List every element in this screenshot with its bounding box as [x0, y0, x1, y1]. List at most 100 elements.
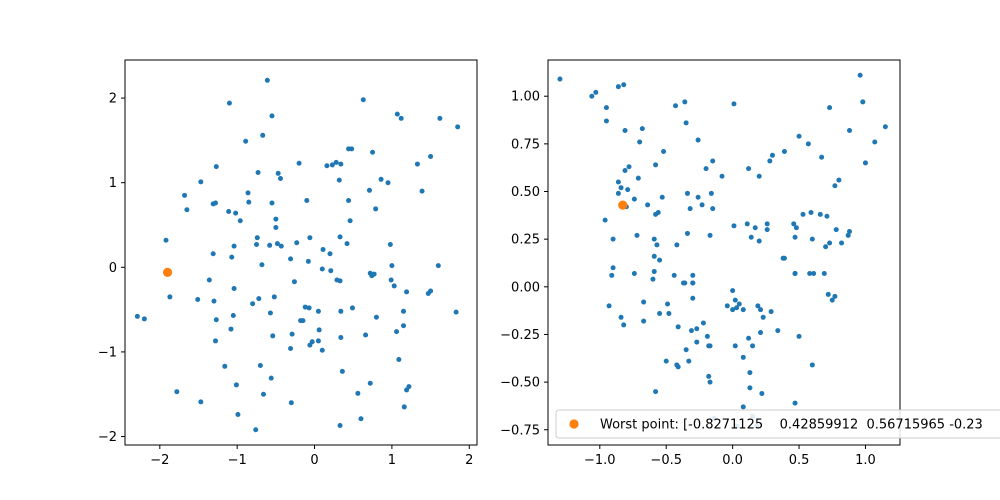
- scatter-point: [455, 124, 461, 130]
- scatter-point: [635, 175, 641, 181]
- left-x-axis-ticks: −2 −1 0 1 2: [150, 445, 473, 468]
- scatter-point: [827, 105, 833, 111]
- scatter-point: [637, 139, 643, 145]
- scatter-point: [245, 190, 251, 196]
- scatter-point: [228, 326, 234, 332]
- scatter-point: [673, 103, 679, 109]
- scatter-point: [824, 213, 830, 219]
- legend-label-worst-point: Worst point: [-0.8271125 0.42859912 0.56…: [600, 418, 983, 433]
- scatter-point: [651, 236, 657, 242]
- scatter-point: [796, 333, 802, 339]
- scatter-point: [316, 327, 322, 333]
- scatter-point: [229, 254, 235, 260]
- scatter-point: [347, 218, 353, 224]
- scatter-point: [389, 263, 395, 269]
- scatter-point: [768, 309, 774, 315]
- scatter-point: [706, 373, 712, 379]
- scatter-point: [622, 168, 628, 174]
- scatter-point: [603, 105, 609, 111]
- scatter-point: [675, 324, 681, 330]
- scatter-point: [328, 268, 334, 274]
- scatter-point: [259, 262, 265, 268]
- scatter-point: [872, 139, 878, 145]
- scatter-point: [836, 177, 842, 183]
- scatter-point: [703, 166, 709, 172]
- scatter-point: [650, 276, 656, 282]
- scatter-point: [659, 194, 665, 200]
- scatter-point: [639, 126, 645, 132]
- scatter-point: [319, 347, 325, 353]
- scatter-point: [349, 146, 355, 152]
- scatter-point: [275, 170, 281, 176]
- scatter-point: [184, 207, 190, 213]
- scatter-point: [134, 313, 140, 319]
- scatter-point: [367, 380, 373, 386]
- scatter-point: [752, 225, 758, 231]
- scatter-point: [694, 339, 700, 345]
- scatter-point: [163, 237, 169, 243]
- scatter-point: [250, 301, 256, 307]
- scatter-point: [235, 412, 241, 418]
- scatter-point: [626, 164, 632, 170]
- scatter-point: [210, 251, 216, 257]
- scatter-point: [618, 185, 624, 191]
- scatter-point: [641, 299, 647, 305]
- scatter-point: [260, 391, 266, 397]
- scatter-point: [233, 210, 239, 216]
- scatter-point: [231, 243, 237, 249]
- scatter-point: [634, 232, 640, 238]
- scatter-point: [724, 303, 730, 309]
- scatter-point: [260, 132, 266, 138]
- scatter-point: [663, 358, 669, 364]
- scatter-point: [764, 227, 770, 233]
- scatter-point: [625, 187, 631, 193]
- y-tick-label: 2: [109, 92, 117, 107]
- scatter-point: [302, 304, 308, 310]
- scatter-point: [746, 166, 752, 172]
- scatter-point: [307, 342, 313, 348]
- scatter-point: [661, 148, 667, 154]
- y-tick-label: 0.25: [511, 233, 540, 248]
- right-y-axis-ticks: −0.75 −0.50 −0.25 0.00 0.25 0.50 0.75 1.00: [500, 90, 548, 438]
- scatter-point: [792, 400, 798, 406]
- y-tick-label: 1.00: [511, 90, 540, 105]
- worst-point-marker: [162, 267, 173, 277]
- scatter-point: [167, 294, 173, 300]
- scatter-point: [618, 314, 624, 320]
- scatter-point: [655, 209, 661, 215]
- scatter-point: [615, 179, 621, 185]
- scatter-point: [373, 314, 379, 320]
- left-axes-frame: [124, 59, 478, 446]
- scatter-point: [817, 211, 823, 217]
- legend-marker-worst-point: [569, 419, 579, 429]
- scatter-point: [269, 200, 275, 206]
- scatter-point: [371, 271, 377, 277]
- scatter-point: [338, 161, 344, 167]
- scatter-point: [378, 176, 384, 182]
- scatter-point: [756, 238, 762, 244]
- scatter-point: [198, 179, 204, 185]
- scatter-point: [453, 309, 459, 315]
- scatter-point: [732, 343, 738, 349]
- right-scatter-panel: −1.0 −0.5 0.0 0.5 1.0 −0.75 −0.50 −0.25 0.00 0.2…: [500, 59, 1000, 468]
- left-y-axis-ticks: −2 −1 0 1 2: [98, 92, 125, 445]
- scatter-point: [401, 308, 407, 314]
- scatter-point: [174, 389, 180, 395]
- scatter-point: [304, 197, 310, 203]
- scatter-point: [748, 234, 754, 240]
- scatter-point: [419, 188, 425, 194]
- scatter-point: [603, 118, 609, 124]
- scatter-point: [674, 242, 680, 248]
- scatter-point: [593, 89, 599, 95]
- scatter-point: [760, 314, 766, 320]
- scatter-point: [839, 240, 845, 246]
- scatter-point: [621, 82, 627, 88]
- scatter-point: [428, 153, 434, 159]
- y-tick-label: −1: [98, 345, 117, 360]
- scatter-point: [675, 364, 681, 370]
- scatter-point: [622, 128, 628, 134]
- scatter-point: [775, 328, 781, 334]
- x-tick-label: 1: [388, 453, 396, 468]
- scatter-point: [307, 235, 313, 241]
- scatter-point: [267, 242, 273, 248]
